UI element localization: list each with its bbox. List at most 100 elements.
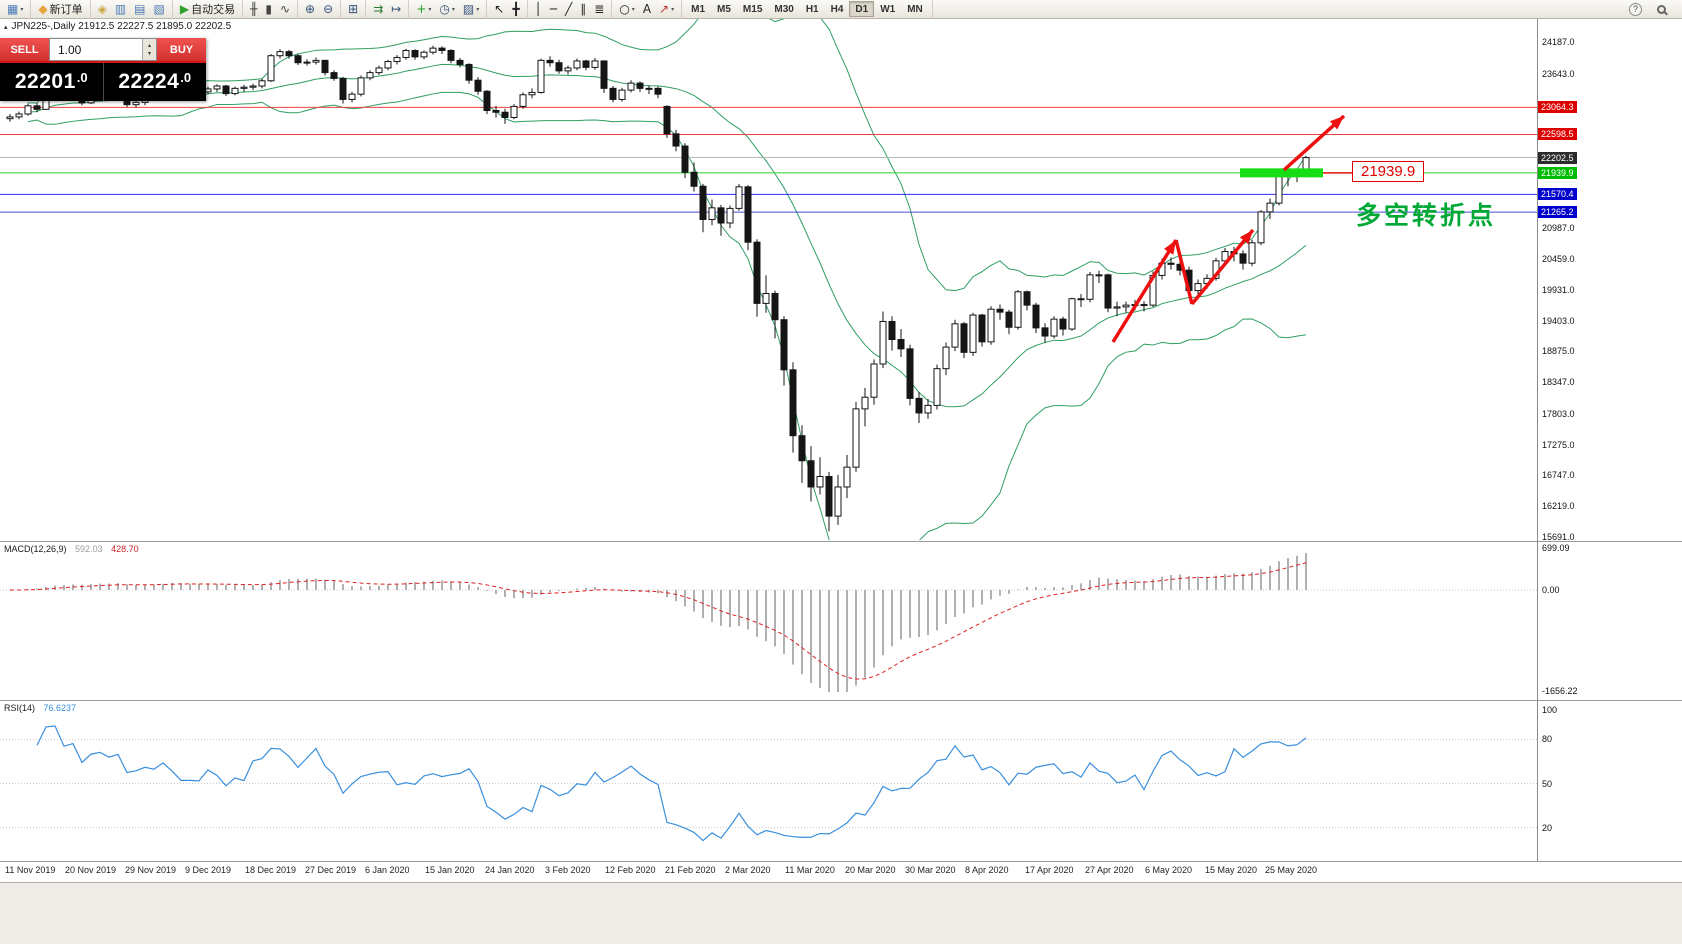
periods-button[interactable]: ◷ ▾ [435, 1, 459, 18]
trend-arrow [1190, 228, 1255, 306]
templates-button[interactable]: ▨ ▾ [459, 1, 483, 18]
periods-icon: ◷ [439, 2, 450, 16]
metaeditor-icon: ◈ [97, 2, 107, 16]
market-watch-button[interactable]: ▥ [111, 1, 130, 18]
indicators-button[interactable]: + ▾ [412, 1, 435, 18]
search-button[interactable] [1653, 1, 1670, 18]
fibonacci-retracement-icon: ≣ [594, 2, 605, 16]
autotrading-button[interactable]: ▶ 自动交易 [176, 1, 239, 18]
price-axis-label: 23643.0 [1542, 68, 1575, 79]
time-axis-label: 29 Nov 2019 [125, 865, 177, 875]
timeframe-M30-button[interactable]: M30 [768, 1, 799, 17]
time-axis-label: 21 Feb 2020 [665, 865, 716, 875]
macd-axis-label: -1656.22 [1542, 686, 1578, 696]
toolbar-group: ▶ 自动交易 [173, 0, 244, 19]
equidistant-channel-icon: ∥ [580, 2, 587, 16]
timeframe-D1-button[interactable]: D1 [849, 1, 875, 17]
cursor-button[interactable]: ↖ [490, 1, 508, 18]
chart-shift-button[interactable]: ↦ [387, 1, 405, 18]
trend-arrow [1111, 239, 1178, 343]
price-axis-label: 18347.0 [1542, 377, 1575, 388]
new-order-button[interactable]: ◆ 新订单 [34, 1, 86, 18]
toolbar-group: ▦ ▾ [0, 0, 32, 19]
trendline-button[interactable]: ╱ [561, 1, 576, 18]
candlestick-chart-button[interactable]: ▮ [261, 1, 276, 18]
bid-ask-prices: 22201 .0 22224 .0 [0, 61, 206, 101]
chart-window-button[interactable]: ▦ ▾ [3, 1, 27, 18]
text-label-button[interactable]: A [639, 1, 655, 18]
caret-down-icon: ▾ [451, 5, 455, 13]
timeframe-H1-button[interactable]: H1 [800, 1, 825, 17]
timeframe-M15-button[interactable]: M15 [737, 1, 768, 17]
help-button[interactable]: ? [1625, 1, 1646, 18]
turning-point-annotation[interactable]: 多空转折点 [1356, 201, 1497, 230]
macd-signal-value: 428.70 [111, 544, 139, 554]
arrow-tools-button[interactable]: ↗ ▾ [655, 1, 678, 18]
trendline-icon: ╱ [565, 2, 573, 16]
horizontal-level-lines[interactable] [0, 106, 1537, 213]
one-click-toggle-icon[interactable]: ▴ [4, 22, 8, 31]
time-axis-label: 3 Feb 2020 [545, 865, 591, 875]
price-axis-label: 17275.0 [1542, 439, 1575, 450]
volume-spinner[interactable]: ▴ ▾ [142, 39, 156, 60]
time-axis-label: 20 Mar 2020 [845, 865, 896, 875]
spinner-down-icon[interactable]: ▾ [147, 49, 151, 57]
vertical-line-button[interactable]: │ [531, 1, 546, 18]
text-label-icon: A [642, 2, 652, 16]
caret-down-icon: ▾ [631, 5, 635, 13]
symbol-ohlc-text: JPN225-,Daily 21912.5 22227.5 21895.0 22… [11, 21, 232, 32]
timeframe-M1-button[interactable]: M1 [685, 1, 711, 17]
data-window-button[interactable]: ▤ [130, 1, 149, 18]
toolbar: ▦ ▾ ◆ 新订单 ◈ ▥ ▤ ▧ ▶ 自动交易 ╫ ▮ ∿ ⊕ ⊖ ⊞ ⇉ ↦ + ▾ ◷ ▾ ▨ ▾ ↖ ╋ │ ─ ╱ ∥ ≣ ○ ▾ A ↗… [0, 0, 1682, 19]
rsi-axis-label: 100 [1542, 705, 1558, 715]
time-axis-label: 2 Mar 2020 [725, 865, 771, 875]
metaeditor-button[interactable]: ◈ [94, 1, 111, 18]
shapes-button[interactable]: ○ ▾ [615, 1, 639, 18]
crosshair-icon: ╋ [512, 2, 520, 16]
timeframe-H4-button[interactable]: H4 [825, 1, 850, 17]
price-axis-label: 18875.0 [1542, 346, 1575, 357]
arrow-head [1329, 116, 1344, 130]
main-chart-layer [0, 19, 1537, 540]
rsi-layer [0, 725, 1537, 842]
line-chart-button[interactable]: ∿ [276, 1, 294, 18]
time-axis-label: 12 Feb 2020 [605, 865, 656, 875]
price-axis-badge: 21939.9 [1538, 166, 1577, 179]
time-axis-label: 27 Apr 2020 [1085, 865, 1134, 875]
price-annotation-label[interactable]: 21939.9 [1352, 161, 1425, 182]
zoom-in-button[interactable]: ⊕ [301, 1, 319, 18]
timeframe-M5-button[interactable]: M5 [711, 1, 737, 17]
buy-price-frac: .0 [180, 69, 192, 85]
navigator-button[interactable]: ▧ [150, 1, 169, 18]
macd-label: MACD(12,26,9) [4, 544, 67, 554]
caret-down-icon: ▾ [428, 5, 432, 13]
time-axis-label: 6 Jan 2020 [365, 865, 410, 875]
spinner-up-icon[interactable]: ▴ [147, 41, 151, 49]
autotrading-label: 自动交易 [191, 3, 236, 16]
time-axis-label: 20 Nov 2019 [65, 865, 117, 875]
crosshair-button[interactable]: ╋ [508, 1, 523, 18]
equidistant-channel-button[interactable]: ∥ [576, 1, 590, 18]
horizontal-line-button[interactable]: ─ [546, 1, 561, 18]
buy-price[interactable]: 22224 .0 [102, 63, 207, 101]
zoom-out-button[interactable]: ⊖ [319, 1, 337, 18]
sell-price[interactable]: 22201 .0 [0, 63, 103, 101]
fibonacci-retracement-button[interactable]: ≣ [590, 1, 608, 18]
price-axis-badge: 23064.3 [1538, 101, 1577, 114]
price-axis-label: 24187.0 [1542, 36, 1575, 47]
data-window-icon: ▤ [134, 2, 146, 16]
caret-down-icon: ▾ [20, 5, 24, 13]
buy-button[interactable]: BUY [157, 38, 206, 61]
timeframe-MN-button[interactable]: MN [901, 1, 929, 17]
toolbar-group: ◆ 新订单 [31, 0, 91, 19]
sell-button[interactable]: SELL [0, 38, 49, 61]
volume-stepper[interactable]: 1.00 ▴ ▾ [49, 38, 157, 61]
chart-drawings[interactable] [1111, 114, 1352, 343]
bar-chart-button[interactable]: ╫ [246, 1, 261, 18]
candlestick-chart-icon: ▮ [265, 2, 272, 16]
timeframe-W1-button[interactable]: W1 [874, 1, 901, 17]
new-order-label: 新订单 [49, 3, 83, 16]
auto-scroll-button[interactable]: ⇉ [369, 1, 387, 18]
tile-windows-button[interactable]: ⊞ [344, 1, 362, 18]
